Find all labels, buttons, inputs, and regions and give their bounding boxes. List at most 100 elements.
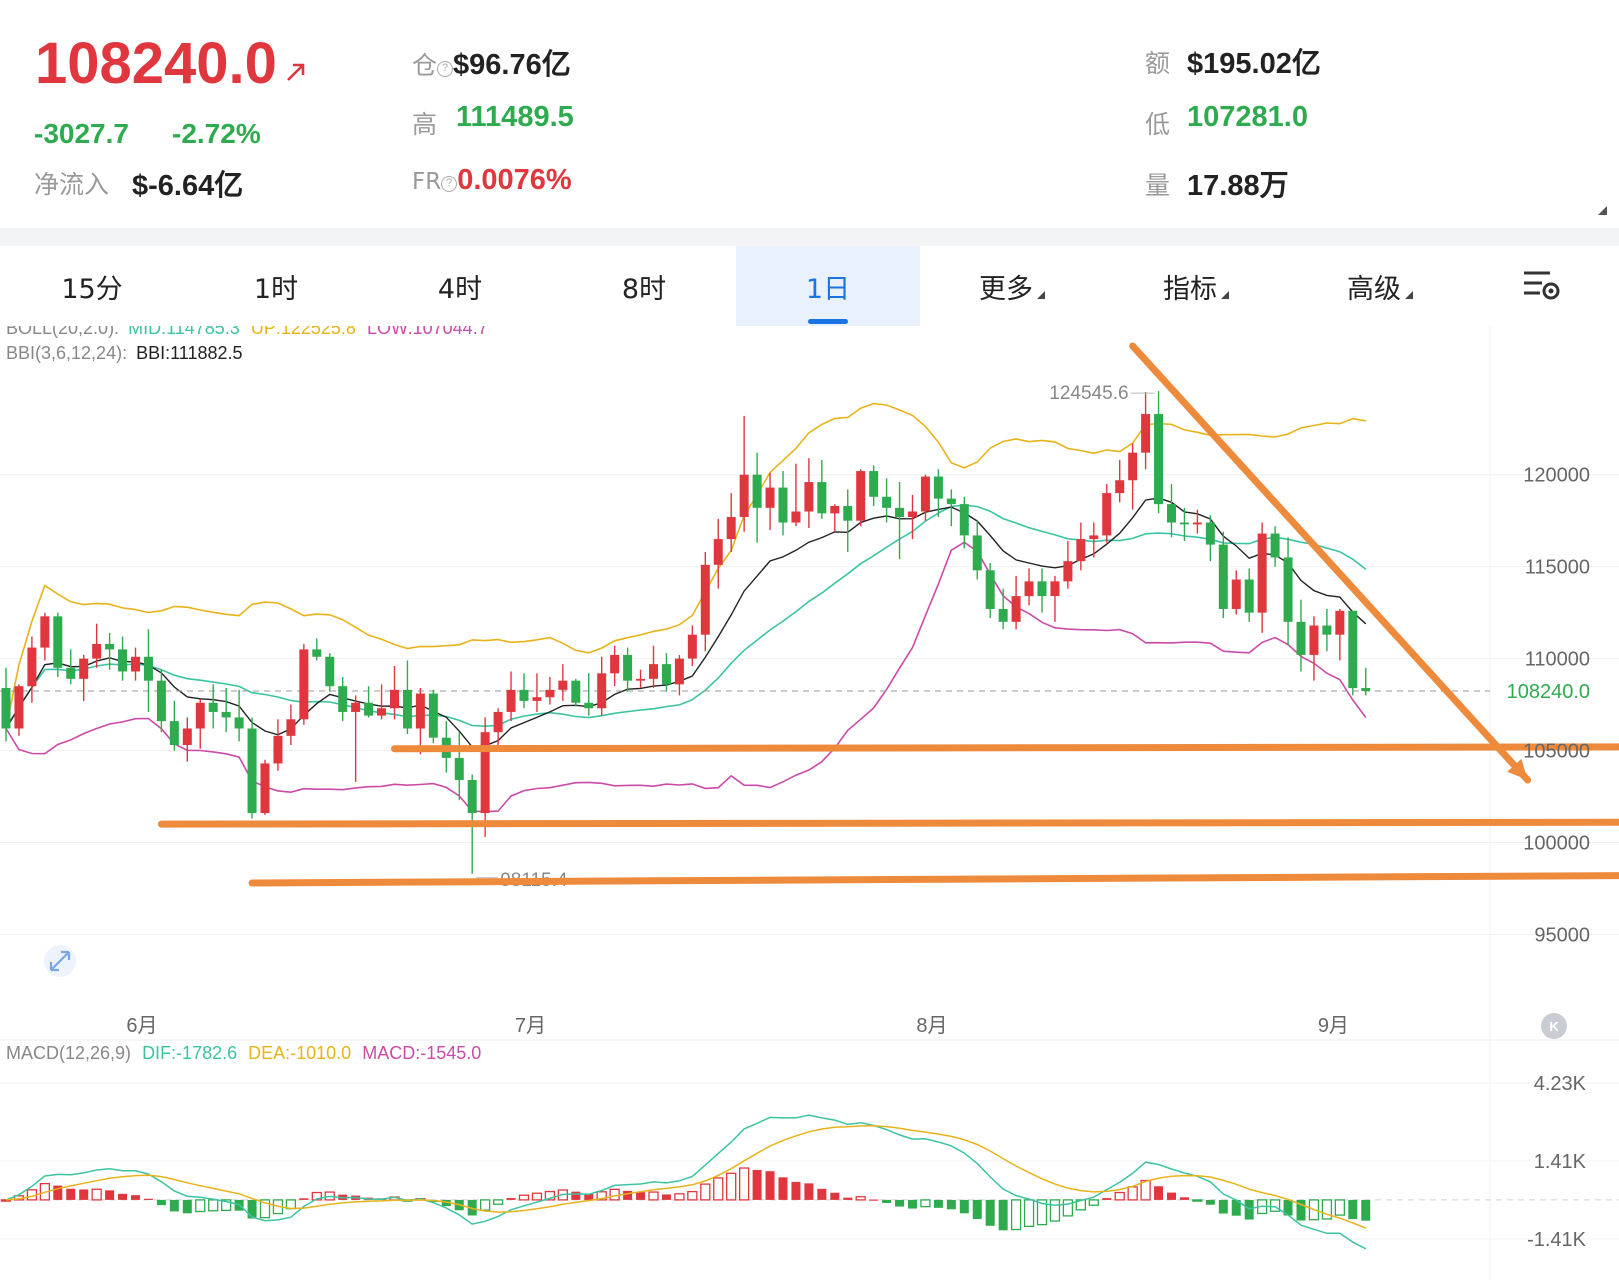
candle-body [933,476,943,499]
tab-more[interactable]: 更多 [920,246,1104,326]
header-divider [0,228,1619,246]
candle-body [27,647,37,687]
candle-body [571,680,581,703]
collapse-triangle-icon[interactable] [1598,206,1607,215]
macd-histogram-bar [713,1177,724,1201]
macd-histogram-bar [1231,1199,1241,1216]
candle [1037,568,1047,613]
macd-histogram-bar [66,1188,76,1200]
candle [325,653,335,692]
macd-histogram-bar [636,1192,646,1200]
macd-histogram-bar [1140,1179,1151,1201]
macd-histogram-bar [765,1171,775,1200]
candle [493,708,503,747]
candle [920,474,930,521]
candle-body [610,654,620,674]
macd-histogram-bar [299,1198,309,1200]
candle-body [778,487,788,523]
macd-histogram-bar [1205,1199,1215,1205]
candle [661,653,671,692]
tab-4h[interactable]: 4时 [437,273,483,305]
candle-body [545,689,555,698]
candle-body [247,728,257,814]
expand-arrows-icon[interactable] [44,945,76,977]
tab-advanced[interactable]: 高级 [1288,246,1472,326]
candle-body [377,708,387,716]
candle [454,732,464,801]
candle [1141,391,1151,470]
candle [804,458,814,529]
funding-rate: FR? 0.0076% [412,164,572,197]
macd-histogram-bar [143,1198,153,1200]
downtrend-arrowhead [1507,758,1528,780]
chart-settings-button[interactable] [1520,264,1568,308]
candle-body [1115,480,1125,494]
support-line [157,818,1619,828]
high-value: 111489.5 [456,101,574,133]
scroll-to-latest-icon[interactable]: K [1541,1013,1567,1039]
candle-body [286,719,296,736]
boll-legend: BOLL(20,2.0): MID:114785.3 UP:122525.8 L… [6,326,488,338]
candle [1089,522,1099,558]
macd-histogram-bar [596,1191,607,1201]
y-tick-label: 115000 [1525,557,1590,579]
candle [895,482,905,560]
candle-body [1167,504,1176,523]
macd-histogram-bar [998,1199,1008,1231]
candle-body [1322,625,1332,635]
candle [351,695,361,782]
net-inflow-label: 净流入 [34,170,110,199]
candle-body [985,570,995,609]
tab-1d[interactable]: 1日 [736,246,920,326]
candle [933,469,943,518]
tab-indicators[interactable]: 指标 [1104,246,1288,326]
candle [273,719,283,771]
candle-body [752,474,762,508]
candle-body [843,505,853,521]
macd-histogram-bar [169,1199,179,1212]
macd-histogram-bar [492,1199,504,1205]
y-tick-label: 120000 [1523,465,1590,487]
net-inflow-value: $-6.64亿 [132,170,244,202]
tab-15m[interactable]: 15分 [61,273,123,305]
candle-body [1218,544,1228,609]
price-change: -3027.7 [34,118,129,149]
candle-body [920,476,930,512]
macd-histogram-bar [920,1199,931,1208]
candle-body [584,702,594,709]
bbi-legend: BBI(3,6,12,24): BBI:111882.5 [6,343,243,363]
candle [118,636,128,681]
candle-body [713,539,723,565]
macd-histogram-bar [830,1192,840,1200]
macd-histogram-bar [726,1172,737,1201]
last-price: 108240.0 [35,31,277,96]
candle-body [998,608,1008,622]
question-circle-icon[interactable]: ? [441,176,458,192]
candle [1050,575,1060,622]
svg-text:K: K [1549,1019,1559,1034]
oi-label: 仓 [412,51,438,80]
candle-body [169,721,179,746]
macd-histogram-bar [843,1197,853,1200]
macd-histogram-bar [623,1190,633,1200]
macd-histogram-bar [648,1191,659,1201]
candle [1309,616,1319,681]
oi-value: $96.76亿 [453,49,571,81]
tab-1h[interactable]: 1时 [253,273,299,305]
question-circle-icon[interactable]: ? [437,61,454,77]
macd-histogram-bar [156,1199,166,1206]
candle-body [687,634,697,659]
tab-8h[interactable]: 8时 [621,273,667,305]
macd-tick-label: 4.23K [1534,1073,1587,1095]
candle [312,638,322,661]
candle-body [415,693,425,729]
candle-body [1309,625,1319,655]
candle-body [1361,688,1371,691]
candle-body [338,686,348,712]
macd-histogram-bar [700,1183,711,1201]
macd-histogram-bar [804,1183,814,1200]
open-interest: 仓? $96.76亿 [412,41,571,83]
macd-histogram-bar [895,1199,905,1207]
price-chart[interactable]: 108240.0 124545.698115.4 120000115000110… [0,326,1619,1280]
candle-body [390,689,399,709]
